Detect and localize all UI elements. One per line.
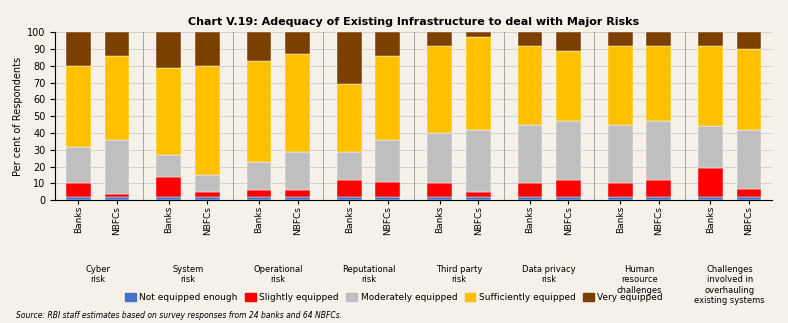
- Bar: [466, 197, 490, 200]
- Bar: [195, 192, 220, 197]
- Bar: [518, 46, 542, 125]
- Bar: [247, 61, 271, 162]
- Bar: [66, 197, 91, 200]
- Bar: [376, 140, 400, 182]
- Bar: [698, 197, 723, 200]
- Bar: [376, 32, 400, 56]
- Bar: [285, 151, 310, 190]
- Bar: [466, 130, 490, 192]
- Bar: [66, 147, 91, 183]
- Bar: [646, 32, 671, 46]
- Title: Chart V.19: Adequacy of Existing Infrastructure to deal with Major Risks: Chart V.19: Adequacy of Existing Infrast…: [188, 17, 639, 27]
- Bar: [376, 56, 400, 140]
- Text: Data privacy
risk: Data privacy risk: [522, 265, 576, 284]
- Bar: [427, 32, 452, 46]
- Bar: [156, 32, 181, 68]
- Bar: [608, 183, 633, 197]
- Bar: [698, 126, 723, 168]
- Bar: [195, 197, 220, 200]
- Bar: [427, 197, 452, 200]
- Bar: [518, 125, 542, 183]
- Bar: [376, 182, 400, 197]
- Bar: [737, 130, 761, 189]
- Bar: [195, 175, 220, 192]
- Bar: [156, 68, 181, 155]
- Bar: [105, 56, 129, 140]
- Bar: [698, 32, 723, 46]
- Bar: [285, 54, 310, 151]
- Bar: [698, 168, 723, 197]
- Bar: [518, 183, 542, 197]
- Bar: [466, 192, 490, 197]
- Bar: [337, 84, 362, 151]
- Bar: [195, 32, 220, 66]
- Bar: [737, 32, 761, 49]
- Bar: [156, 197, 181, 200]
- Bar: [285, 32, 310, 54]
- Bar: [427, 133, 452, 183]
- Bar: [646, 180, 671, 197]
- Bar: [608, 197, 633, 200]
- Bar: [556, 51, 581, 121]
- Bar: [698, 46, 723, 126]
- Text: Source: RBI staff estimates based on survey responses from 24 banks and 64 NBFCs: Source: RBI staff estimates based on sur…: [16, 311, 342, 320]
- Bar: [608, 125, 633, 183]
- Bar: [608, 32, 633, 46]
- Bar: [105, 193, 129, 197]
- Text: Third party
risk: Third party risk: [436, 265, 482, 284]
- Text: Cyber
risk: Cyber risk: [85, 265, 110, 284]
- Bar: [247, 162, 271, 190]
- Bar: [337, 32, 362, 84]
- Bar: [518, 197, 542, 200]
- Bar: [285, 190, 310, 197]
- Text: System
risk: System risk: [173, 265, 203, 284]
- Bar: [556, 197, 581, 200]
- Bar: [105, 140, 129, 193]
- Bar: [247, 32, 271, 61]
- Bar: [427, 183, 452, 197]
- Bar: [466, 37, 490, 130]
- Bar: [556, 32, 581, 51]
- Bar: [427, 46, 452, 133]
- Text: Challenges
involved in
overhauling
existing systems: Challenges involved in overhauling exist…: [694, 265, 765, 305]
- Bar: [247, 190, 271, 197]
- Bar: [556, 121, 581, 180]
- Bar: [646, 46, 671, 121]
- Bar: [105, 32, 129, 56]
- Bar: [337, 151, 362, 180]
- Bar: [195, 66, 220, 175]
- Legend: Not equipped enough, Slightly equipped, Moderately equipped, Sufficiently equipp: Not equipped enough, Slightly equipped, …: [121, 289, 667, 306]
- Bar: [376, 197, 400, 200]
- Bar: [737, 189, 761, 197]
- Bar: [337, 180, 362, 197]
- Bar: [737, 197, 761, 200]
- Bar: [556, 180, 581, 197]
- Bar: [608, 46, 633, 125]
- Bar: [156, 177, 181, 197]
- Bar: [285, 197, 310, 200]
- Bar: [66, 32, 91, 66]
- Text: Operational
risk: Operational risk: [254, 265, 303, 284]
- Text: Reputational
risk: Reputational risk: [342, 265, 396, 284]
- Y-axis label: Per cent of Respondents: Per cent of Respondents: [13, 57, 23, 176]
- Text: Human
resource
challenges: Human resource challenges: [617, 265, 662, 295]
- Bar: [66, 66, 91, 147]
- Bar: [337, 197, 362, 200]
- Bar: [66, 183, 91, 197]
- Bar: [518, 32, 542, 46]
- Bar: [156, 155, 181, 177]
- Bar: [646, 121, 671, 180]
- Bar: [105, 197, 129, 200]
- Bar: [247, 197, 271, 200]
- Bar: [466, 32, 490, 37]
- Bar: [737, 49, 761, 130]
- Bar: [646, 197, 671, 200]
